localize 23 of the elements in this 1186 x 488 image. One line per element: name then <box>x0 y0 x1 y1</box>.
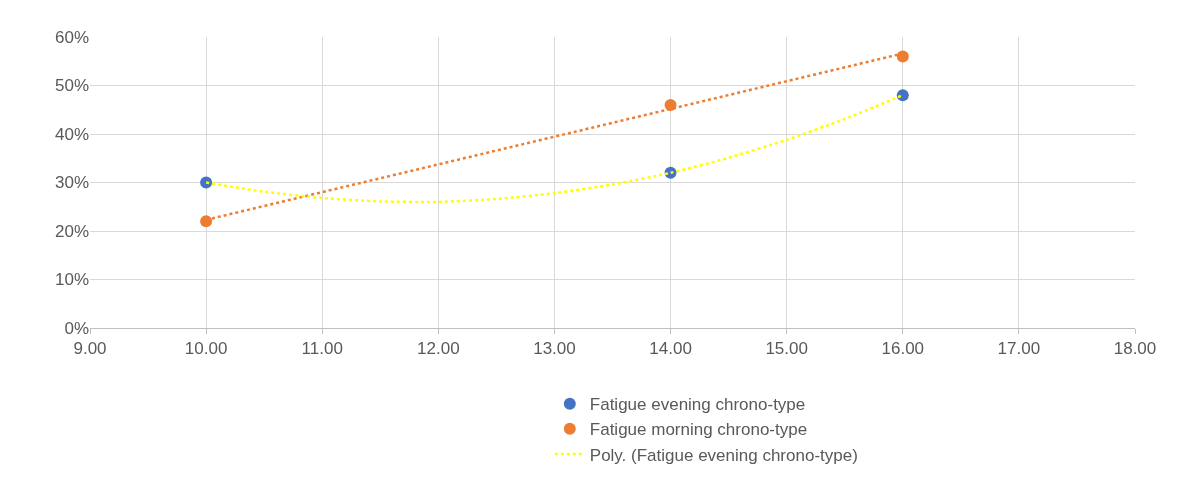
y-tick-label: 0% <box>64 318 89 338</box>
legend-label: Poly. (Fatigue evening chrono-type) <box>589 445 858 465</box>
y-tick-label: 40% <box>54 124 89 144</box>
x-tick-label: 12.00 <box>417 339 460 359</box>
y-tick-label: 60% <box>54 27 89 47</box>
point <box>896 50 909 63</box>
x-tick-label: 13.00 <box>533 339 576 359</box>
y-tick-label: 20% <box>54 221 89 241</box>
x-tick-label: 15.00 <box>765 339 808 359</box>
point <box>896 89 909 102</box>
point <box>200 215 213 228</box>
x-tick-label: 9.00 <box>73 339 107 359</box>
x-tick-label: 11.00 <box>301 339 343 359</box>
x-tick-label: 18.00 <box>1113 339 1157 359</box>
legend-label: Fatigue evening chrono-type <box>589 395 806 415</box>
y-tick-label: 30% <box>54 173 89 193</box>
x-tick-label: 17.00 <box>997 339 1041 359</box>
y-tick-label: 10% <box>54 270 89 290</box>
x-tick-label: 16.00 <box>881 339 925 359</box>
x-tick-label: 14.00 <box>649 339 692 359</box>
y-tick-label: 50% <box>54 76 89 96</box>
legend-label: Fatigue morning chrono-type <box>589 420 808 440</box>
x-tick-label: 10.00 <box>184 339 228 359</box>
